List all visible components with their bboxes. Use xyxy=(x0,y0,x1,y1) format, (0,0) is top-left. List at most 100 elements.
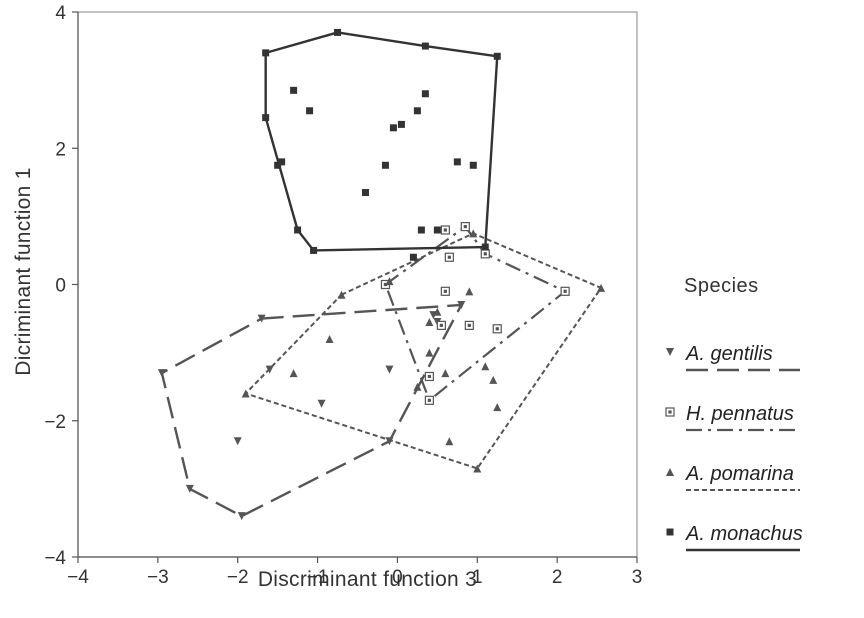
point-a-monachus xyxy=(306,107,314,115)
point-layer xyxy=(157,28,606,521)
point-h-pennatus xyxy=(436,320,446,330)
point-a-pomarina xyxy=(493,403,502,412)
x-tick-label: 1 xyxy=(472,567,483,588)
y-tick-label: 4 xyxy=(55,3,66,24)
hull-h-pennatus xyxy=(384,225,567,402)
point-a-monachus xyxy=(278,158,286,166)
point-a-monachus xyxy=(421,90,429,98)
point-h-pennatus xyxy=(560,286,570,296)
legend-marker-a-monachus xyxy=(666,528,674,536)
point-h-pennatus xyxy=(440,286,450,296)
legend: Species A. gentilis H. pennatus A. pomarin… xyxy=(665,275,803,552)
point-a-monachus xyxy=(421,42,429,50)
plot-frame xyxy=(77,11,638,558)
y-tick-label: −4 xyxy=(44,548,66,569)
x-tick-label: −2 xyxy=(227,567,249,588)
point-a-monachus xyxy=(433,226,441,234)
point-a-pomarina xyxy=(413,382,422,391)
point-a-gentilis xyxy=(385,365,394,374)
y-tick-group: −4 −2 0 2 4 xyxy=(44,3,78,569)
point-a-gentilis xyxy=(185,484,194,493)
point-a-monachus xyxy=(361,189,369,197)
x-axis-label: Discriminant function 3 xyxy=(258,568,477,591)
point-a-pomarina xyxy=(597,283,606,292)
point-a-pomarina xyxy=(425,317,434,326)
point-a-monachus xyxy=(310,246,318,254)
point-a-gentilis xyxy=(233,437,242,446)
y-axis-label: Dicriminant function 1 xyxy=(12,167,35,376)
x-tick-label: 0 xyxy=(392,567,403,588)
point-a-pomarina xyxy=(445,437,454,446)
point-h-pennatus xyxy=(424,395,434,405)
point-a-monachus xyxy=(262,114,270,122)
point-h-pennatus xyxy=(424,371,434,382)
point-a-pomarina xyxy=(325,335,334,343)
point-a-pomarina xyxy=(289,369,298,378)
x-tick-label: 3 xyxy=(632,567,643,588)
point-a-pomarina xyxy=(441,369,450,378)
point-a-gentilis xyxy=(457,300,466,309)
legend-marker-h-pennatus xyxy=(665,407,675,417)
point-h-pennatus xyxy=(464,320,474,330)
legend-marker-a-gentilis xyxy=(666,348,674,356)
x-tick-label: −4 xyxy=(67,567,89,588)
legend-label-a-gentilis: A. gentilis xyxy=(685,343,773,365)
point-a-pomarina xyxy=(433,307,442,316)
y-tick-label: −2 xyxy=(44,412,66,433)
point-h-pennatus xyxy=(444,252,454,262)
x-tick-group: −4 −3 −2 −1 0 1 2 3 xyxy=(67,557,642,588)
point-a-pomarina xyxy=(481,362,490,371)
legend-label-a-monachus: A. monachus xyxy=(685,523,803,545)
point-a-monachus xyxy=(389,124,397,132)
point-h-pennatus xyxy=(480,249,490,259)
point-a-monachus xyxy=(290,86,298,94)
point-a-monachus xyxy=(469,161,477,169)
point-a-monachus xyxy=(417,226,425,234)
point-a-pomarina xyxy=(337,290,346,299)
point-a-pomarina xyxy=(465,287,474,296)
point-a-pomarina xyxy=(473,464,482,473)
point-a-gentilis xyxy=(157,369,166,378)
hull-a-pomarina xyxy=(244,232,603,470)
legend-item-h-pennatus: H. pennatus xyxy=(665,403,800,432)
axes xyxy=(77,12,637,558)
point-a-monachus xyxy=(262,49,270,57)
point-h-pennatus xyxy=(460,221,470,232)
point-a-monachus xyxy=(493,52,501,60)
point-a-monachus xyxy=(397,120,405,128)
point-a-monachus xyxy=(381,161,389,169)
y-tick-label: 0 xyxy=(55,276,66,297)
point-a-monachus xyxy=(453,158,461,166)
hull-a-monachus xyxy=(264,31,499,252)
point-a-monachus xyxy=(481,243,489,251)
point-a-monachus xyxy=(409,253,417,261)
point-a-monachus xyxy=(413,107,421,115)
x-tick-label: 2 xyxy=(552,567,563,588)
legend-item-a-gentilis: A. gentilis xyxy=(666,343,800,372)
point-a-pomarina xyxy=(489,375,498,384)
hull-a-gentilis xyxy=(160,303,463,518)
point-a-monachus xyxy=(334,28,342,36)
point-a-pomarina xyxy=(385,277,394,286)
legend-title: Species xyxy=(684,275,759,297)
point-a-gentilis xyxy=(385,437,394,446)
x-tick-label: −1 xyxy=(307,567,329,588)
legend-label-a-pomarina: A. pomarina xyxy=(685,463,794,485)
legend-marker-a-pomarina xyxy=(666,468,674,476)
point-a-monachus xyxy=(274,161,282,169)
legend-label-h-pennatus: H. pennatus xyxy=(686,403,794,425)
hull-layer xyxy=(160,31,603,518)
x-tick-label: −3 xyxy=(147,567,169,588)
point-h-pennatus xyxy=(492,324,502,334)
point-a-pomarina xyxy=(241,389,250,398)
legend-item-a-monachus: A. monachus xyxy=(666,523,803,552)
plot-area xyxy=(77,11,638,558)
point-a-monachus xyxy=(294,226,302,234)
y-tick-label: 2 xyxy=(55,139,66,160)
point-a-gentilis xyxy=(265,365,274,374)
point-a-pomarina xyxy=(469,229,478,238)
point-a-gentilis xyxy=(257,314,266,323)
point-a-gentilis xyxy=(317,399,326,408)
point-a-pomarina xyxy=(425,348,434,357)
